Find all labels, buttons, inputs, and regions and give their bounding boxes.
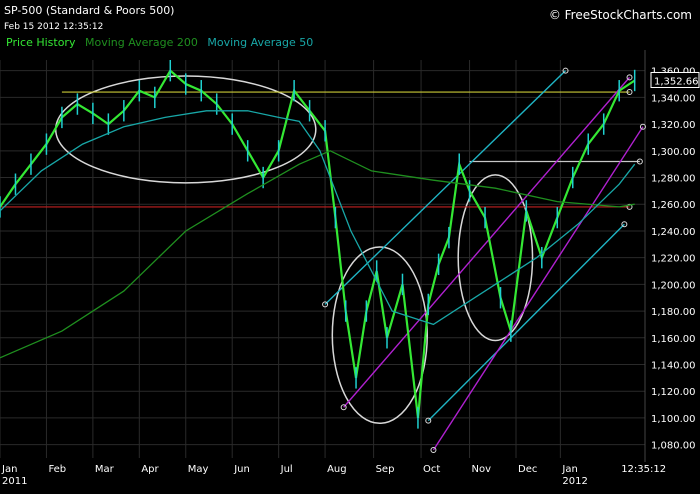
trend-endpoint [626, 74, 633, 81]
x-tick-label: Sep [376, 464, 395, 475]
legend-price-history[interactable]: Price History [6, 36, 76, 49]
trend-endpoint [430, 446, 437, 453]
trend-endpoint [425, 417, 432, 424]
y-tick-label: 1,120.00 [651, 387, 696, 398]
y-tick-label: 1,320.00 [651, 120, 696, 131]
y-tick-label: 1,260.00 [651, 200, 696, 211]
y-tick-label: 1,300.00 [651, 147, 696, 158]
trend-line [427, 223, 625, 422]
last-price-box [650, 71, 700, 88]
x-tick-label: Dec [518, 464, 537, 475]
trend-endpoint [562, 67, 569, 74]
y-tick-label: 1,240.00 [651, 227, 696, 238]
x-tick-label: May [188, 464, 209, 475]
y-tick-label: 1,100.00 [651, 414, 696, 425]
y-tick-label: 1,180.00 [651, 307, 696, 318]
price-history-line [0, 69, 636, 419]
last-price-label: 1,352.66 [654, 76, 699, 87]
x-tick-label: Jun [233, 464, 250, 475]
legend-ma50[interactable]: Moving Average 50 [207, 36, 314, 49]
brand-link[interactable]: © FreeStockCharts.com [548, 8, 692, 22]
x-tick-label: 12:35:12 [621, 464, 666, 475]
annotation-ellipse [331, 246, 428, 425]
x-tick-label: Feb [48, 464, 66, 475]
x-tick-label: Aug [327, 464, 347, 475]
annotation-ellipse [457, 174, 534, 342]
line-endpoint [626, 89, 633, 96]
y-tick-label: 1,080.00 [651, 441, 696, 452]
x-tick-label: Oct [423, 464, 440, 475]
ma200-line [0, 150, 635, 359]
trend-endpoint [340, 404, 347, 411]
trend-endpoint [621, 221, 628, 228]
line-endpoint [626, 203, 633, 210]
y-tick-label: 1,140.00 [651, 361, 696, 372]
trend-endpoint [322, 301, 329, 308]
x-tick-label: Jan [561, 464, 577, 475]
trend-line [324, 70, 567, 305]
legend-ma200[interactable]: Moving Average 200 [84, 36, 198, 49]
y-tick-label: 1,220.00 [651, 254, 696, 265]
x-tick-label: Apr [141, 464, 159, 475]
chart-title: SP-500 (Standard & Poors 500) [4, 4, 175, 17]
y-tick-label: 1,340.00 [651, 93, 696, 104]
y-tick-label: 1,160.00 [651, 334, 696, 345]
x-tick-sublabel: 2012 [562, 476, 587, 487]
x-tick-label: Nov [472, 464, 492, 475]
chart-timestamp: Feb 15 2012 12:35:12 [4, 22, 104, 32]
y-tick-label: 1,280.00 [651, 174, 696, 185]
x-tick-label: Jan [1, 464, 17, 475]
y-tick-label: 1,200.00 [651, 280, 696, 291]
trend-line [432, 126, 644, 451]
ma50-line [0, 110, 636, 326]
trend-line [343, 76, 631, 408]
x-tick-label: Mar [95, 464, 115, 475]
x-tick-sublabel: 2011 [2, 476, 27, 487]
x-tick-label: Jul [280, 464, 293, 475]
chart-legend: Price History Moving Average 200 Moving … [6, 36, 319, 49]
line-endpoint [636, 158, 643, 165]
trend-endpoint [639, 123, 646, 130]
